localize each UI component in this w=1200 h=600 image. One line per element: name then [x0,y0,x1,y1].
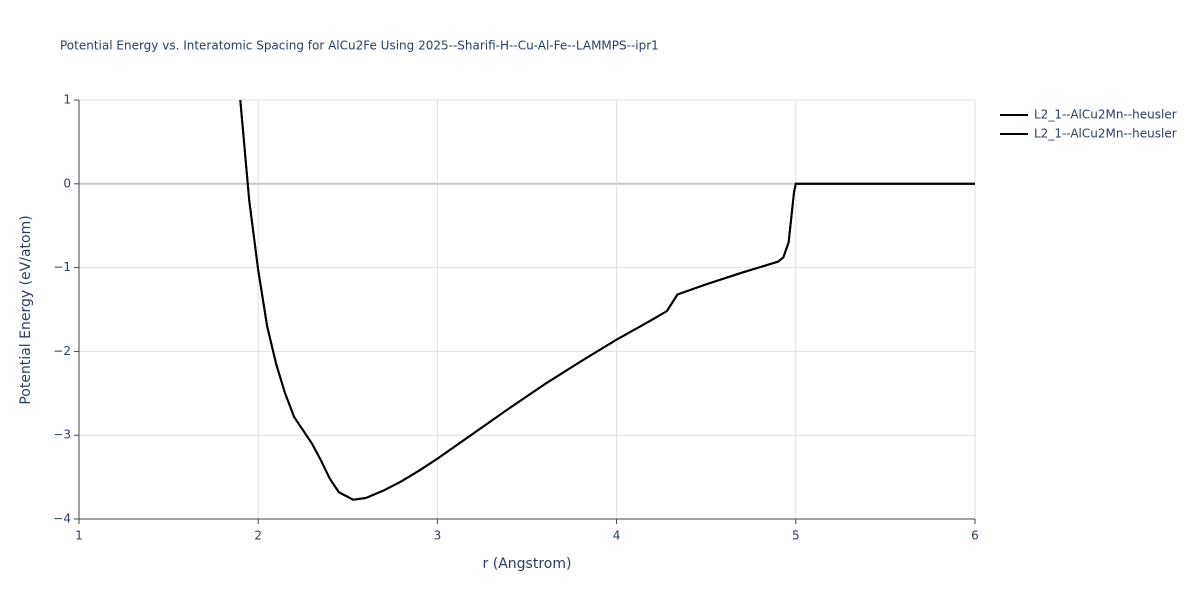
line-series [239,99,975,501]
legend-label: L2_1--AlCu2Mn--heusler [1034,108,1177,122]
y-tick-label: −2 [53,344,71,358]
y-tick-label: 1 [63,93,71,107]
x-tick-label: 6 [971,529,979,543]
y-tick-label: −4 [53,512,71,526]
y-axis-title: Potential Energy (eV/atom) [18,215,34,404]
y-tick-label: −1 [53,260,71,274]
x-tick-label: 3 [434,529,442,543]
x-tick-label: 4 [613,529,621,543]
line-series [239,99,975,501]
x-tick-label: 5 [792,529,800,543]
x-tick-label: 1 [75,529,83,543]
x-tick-label: 2 [254,529,262,543]
y-tick-label: 0 [63,176,71,190]
legend-label: L2_1--AlCu2Mn--heusler [1034,127,1177,141]
x-axis-title: r (Angstrom) [483,556,572,572]
y-tick-label: −3 [53,428,71,442]
chart-title: Potential Energy vs. Interatomic Spacing… [60,39,659,53]
